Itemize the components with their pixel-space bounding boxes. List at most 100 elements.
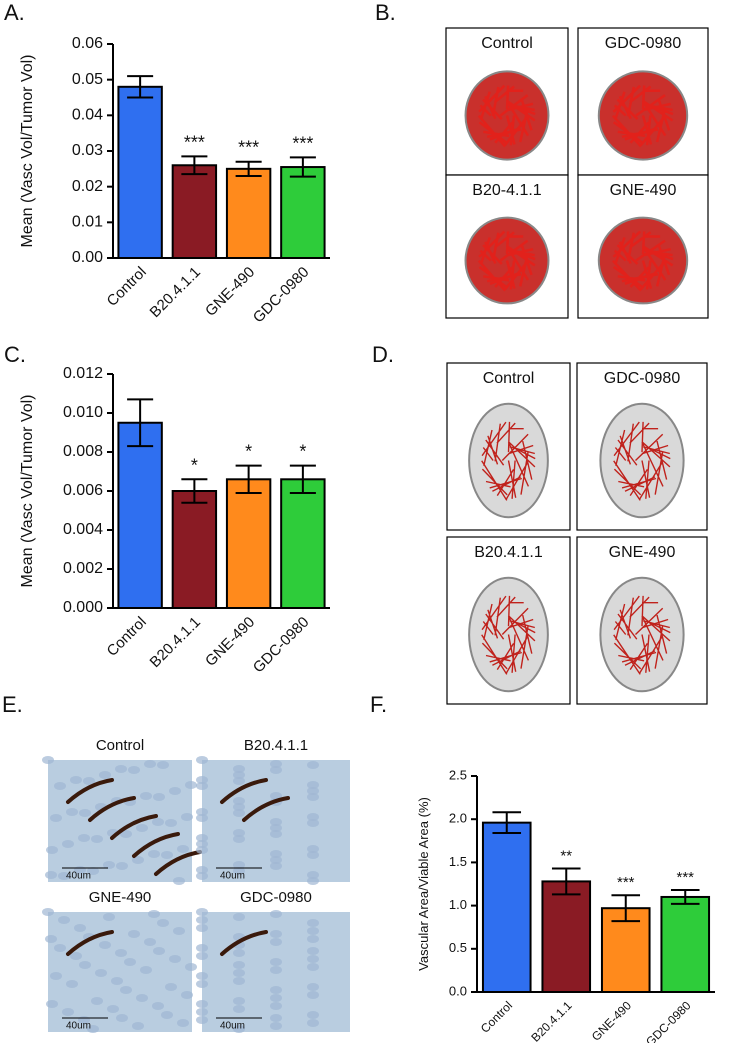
cell — [152, 1002, 164, 1010]
cell — [196, 872, 208, 880]
vessels — [477, 84, 536, 148]
cell — [196, 1000, 208, 1008]
x-tick-label: GNE-490 — [202, 614, 258, 670]
x-tick-label: Control — [104, 614, 150, 660]
error-bar — [235, 464, 262, 494]
cell — [196, 756, 208, 764]
cell — [62, 1008, 74, 1016]
cell — [270, 938, 282, 946]
cell — [307, 955, 319, 963]
cell — [161, 1011, 173, 1019]
cell — [46, 846, 58, 854]
vessels — [477, 230, 536, 292]
cell — [270, 818, 282, 826]
cell — [58, 872, 70, 880]
cell — [169, 787, 181, 795]
panel-letter: F. — [370, 692, 387, 717]
cell — [307, 813, 319, 821]
cell — [307, 851, 319, 859]
y-tick-label: 0.00 — [72, 249, 103, 266]
cell — [233, 797, 245, 805]
x-tick-label: B20.4.1.1 — [528, 998, 574, 1043]
axes — [476, 776, 715, 993]
x-tick-label: GDC-0980 — [643, 998, 694, 1043]
cell — [87, 867, 99, 875]
cell — [307, 787, 319, 795]
cell — [153, 947, 165, 955]
stained-vessel — [66, 930, 114, 956]
stained-vessel — [242, 796, 290, 822]
cell — [196, 776, 208, 784]
bar — [171, 490, 218, 609]
significance-label: *** — [238, 138, 259, 158]
cell — [99, 941, 111, 949]
cell — [116, 1014, 128, 1022]
cell — [50, 814, 62, 822]
cell — [136, 994, 148, 1002]
cell — [307, 991, 319, 999]
axes — [112, 44, 330, 259]
x-tick-label: Control — [478, 998, 515, 1035]
significance-label: *** — [184, 132, 205, 152]
cell — [270, 766, 282, 774]
cell — [177, 1019, 189, 1027]
cell — [270, 760, 282, 768]
stained-vessel — [220, 930, 268, 956]
scale-label: 40um — [66, 871, 91, 882]
cell — [115, 765, 127, 773]
cell — [196, 916, 208, 924]
cell — [196, 944, 208, 952]
cell — [233, 771, 245, 779]
cell — [66, 808, 78, 816]
stained-vessel — [88, 796, 136, 822]
y-tick-label: 0.008 — [63, 443, 103, 460]
y-tick-label: 0.05 — [72, 71, 103, 88]
image-label: GDC-0980 — [605, 35, 682, 52]
cell — [78, 834, 90, 842]
y-tick-label: 2.5 — [449, 767, 467, 782]
cell — [70, 776, 82, 784]
x-tick-label: GNE-490 — [202, 264, 258, 320]
cell — [270, 830, 282, 838]
bar — [280, 166, 326, 259]
cell — [233, 765, 245, 773]
cell — [181, 991, 193, 999]
cell — [233, 809, 245, 817]
cell — [120, 830, 132, 838]
cell — [196, 952, 208, 960]
cell — [307, 963, 319, 971]
error-bar — [670, 889, 700, 905]
cell — [132, 1022, 144, 1030]
image-label: Control — [483, 370, 535, 387]
cell — [185, 963, 197, 971]
cell — [54, 782, 66, 790]
cell — [115, 949, 127, 957]
cell — [233, 977, 245, 985]
cell — [233, 777, 245, 785]
bar — [225, 478, 272, 609]
cell — [70, 952, 82, 960]
cell — [233, 961, 245, 969]
cell — [148, 850, 160, 858]
cell — [169, 955, 181, 963]
y-tick-label: 0.06 — [72, 35, 103, 52]
scale-label: 40um — [220, 871, 245, 882]
cell — [196, 840, 208, 848]
cell — [233, 835, 245, 843]
error-bar — [611, 894, 641, 923]
y-tick-label: 1.5 — [449, 854, 467, 869]
cell — [144, 760, 156, 768]
cell — [124, 958, 136, 966]
cell — [161, 851, 173, 859]
cell — [270, 862, 282, 870]
stained-vessel — [66, 778, 114, 804]
cell — [307, 871, 319, 879]
cell — [196, 782, 208, 790]
cell — [233, 997, 245, 1005]
scale-label: 40um — [220, 1021, 245, 1032]
image-label: GNE-490 — [609, 544, 676, 561]
bar — [117, 421, 163, 609]
cell — [196, 834, 208, 842]
cell — [307, 781, 319, 789]
cell — [50, 972, 62, 980]
